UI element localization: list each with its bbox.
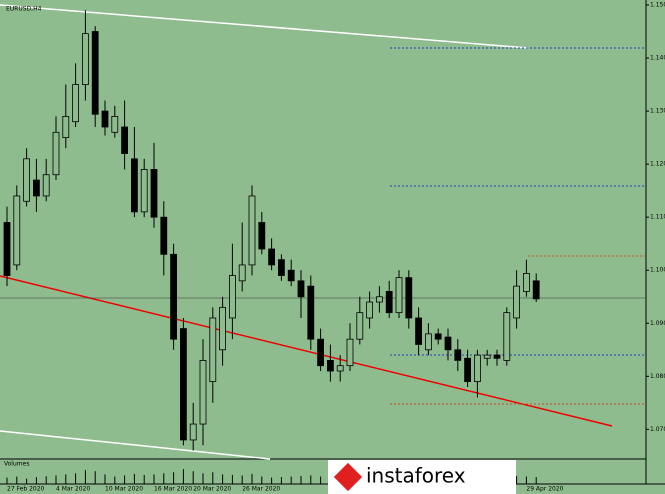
candle-body [13,195,21,266]
x-tick-label: 20 Mar 2020 [193,486,231,493]
candle-body [317,338,325,367]
candle-body [493,354,501,359]
candle-body [33,179,40,197]
candle-body [385,291,393,314]
x-tick-label: 10 Mar 2020 [105,486,143,493]
candle-body [464,357,472,383]
chart-title: EURUSD,H4 [6,6,42,13]
candle-body [336,365,344,372]
candle-body [3,222,11,276]
candle-body [140,169,148,213]
candle-body [297,280,305,298]
candle-body [150,169,158,218]
candle-body [199,359,207,425]
candle-body [160,216,168,255]
candle-body [91,31,99,115]
candle-body [277,259,285,276]
candle-body [503,312,511,361]
candle-body [532,280,540,300]
candle-body [424,333,432,351]
candle-body [326,359,334,372]
candle-body [356,312,364,340]
channel-line [0,430,271,460]
logo: instaforex [328,460,516,494]
candle-body [434,333,442,340]
candle-body [111,115,119,133]
logo-icon [333,462,363,492]
candle-body [444,336,452,351]
candle-body [483,354,491,359]
logo-text: instaforex [366,464,466,488]
candle-body [395,277,403,314]
candle-body [170,253,178,340]
candle-body [268,248,276,266]
candle-body [454,349,462,361]
candle-body [513,285,520,319]
y-tick-label: 1.0800 [650,373,665,380]
candle-body [307,285,315,340]
y-tick-label: 1.1100 [650,214,665,221]
candle-body [101,110,109,128]
candle-body [346,338,354,367]
candle-body [523,273,530,292]
candle-body [366,301,374,319]
x-tick-label: 26 Mar 2020 [242,486,280,493]
candle-body [179,328,187,441]
y-tick-label: 1.0700 [650,426,665,433]
candle-body [189,423,197,441]
candle-body [258,222,266,250]
y-tick-label: 1.1300 [650,108,665,115]
y-tick-label: 1.0900 [650,320,665,327]
x-tick-label: 29 Apr 2020 [526,486,563,493]
candle-body [238,264,246,282]
candle-body [72,84,79,123]
candle-body [287,269,295,282]
candle-body [248,195,256,266]
candle-body [52,131,60,176]
y-tick-label: 1.1500 [650,2,665,9]
candle-body [82,33,89,85]
y-tick-label: 1.1400 [650,55,665,62]
candle-body [228,275,236,319]
candle-body [121,126,128,154]
x-tick-label: 27 Feb 2020 [7,486,45,493]
x-tick-label: 4 Mar 2020 [56,486,90,493]
channel-line [0,4,529,49]
candle-body [209,317,217,383]
volume-title: Volumes [4,461,29,468]
x-tick-label: 16 Mar 2020 [154,486,192,493]
trend-line [0,275,613,427]
y-tick-label: 1.1200 [650,161,665,168]
y-tick-label: 1.1000 [650,267,665,274]
candle-body [473,354,481,383]
candle-body [405,277,413,319]
candle-body [42,174,50,197]
candle-body [415,317,423,345]
candle-body [219,306,227,351]
candle-body [62,115,70,139]
candle-body [375,296,383,303]
candle-body [130,158,138,213]
candle-body [23,158,31,202]
